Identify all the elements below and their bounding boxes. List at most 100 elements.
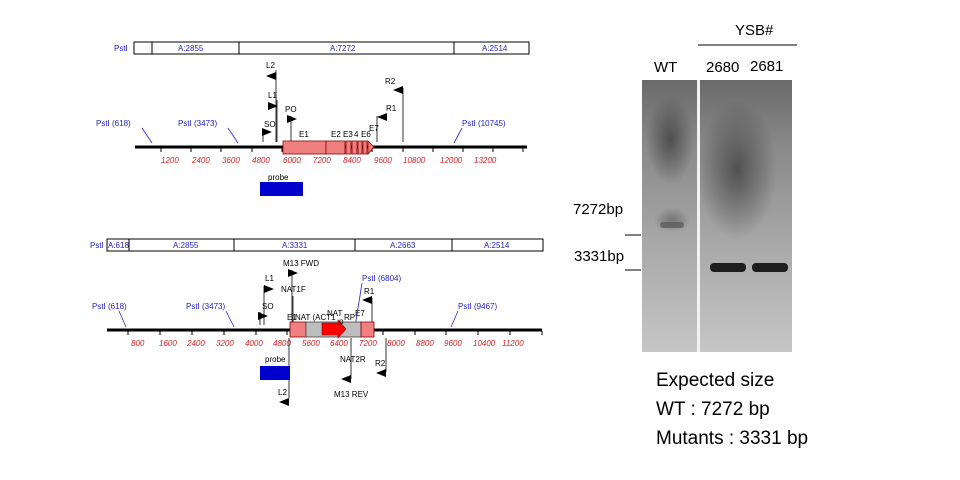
lane-label-2681: 2681 (750, 58, 784, 75)
exon-label: E3 (343, 130, 353, 139)
map2-tick-label: 800 (131, 339, 145, 348)
restriction-site-label: PstI (6804) (362, 274, 401, 283)
primer-label: PO (285, 105, 297, 114)
wt-band (660, 222, 684, 228)
map2-tick-label: 8000 (387, 339, 405, 348)
restriction-site-label: PstI (10745) (462, 119, 506, 128)
primer-label: L1 (268, 91, 277, 100)
primer-label: SO (262, 302, 274, 311)
map1-segment-label: A:7272 (330, 44, 356, 53)
map2-segment-label: A:2855 (173, 241, 199, 250)
map1-segment-label: A:2855 (178, 44, 204, 53)
map1-tick-label: 10800 (403, 156, 426, 165)
primer-label: R1 (364, 287, 375, 296)
map1-fragment-bar: PstI A:2855 A:7272 A:2514 (114, 41, 530, 55)
map2-tick-label: 11200 (502, 339, 524, 348)
exon-label: E1 (299, 130, 309, 139)
restriction-site-label: PstI (9467) (458, 302, 497, 311)
primer-label: L1 (265, 274, 274, 283)
map2-primers-top: M13 FWD NAT1F L1 SO R1 E7 (258, 259, 375, 325)
map1-tick-label: 7200 (313, 156, 331, 165)
primer-label: L2 (266, 61, 275, 70)
map2-sites: PstI (618) PstI (3473) PstI (6804) PstI … (92, 274, 497, 328)
exon-label: 4 (354, 130, 359, 139)
restriction-site-label: PstI (3473) (178, 119, 217, 128)
map2-tick-label: 2400 (186, 339, 205, 348)
map2-tick-label: 9600 (444, 339, 462, 348)
map1-tick-label: 2400 (191, 156, 210, 165)
map1-probe: probe (260, 173, 303, 196)
nat-arrow (321, 319, 347, 339)
primer-label: M13 FWD (283, 259, 319, 268)
primer-label: R2 (385, 77, 396, 86)
restriction-site-label: PstI (618) (92, 302, 127, 311)
primer-label: NAT1F (281, 285, 306, 294)
exon-label: E1 (287, 313, 297, 322)
blot-image (642, 80, 792, 352)
map2-tick-label: 1600 (159, 339, 177, 348)
lane-label-wt: WT (654, 59, 678, 76)
map2-probe: probe (260, 355, 290, 380)
map1-sites: PstI (618) PstI (3473) PstI (10745) (96, 119, 506, 144)
map2-tick-label: 4800 (273, 339, 291, 348)
map1-segment-label: A:2514 (482, 44, 508, 53)
restriction-site-label: PstI (3473) (186, 302, 225, 311)
map1-segment-label: PstI (114, 44, 128, 53)
map2-tick-label: 6400 (330, 339, 348, 348)
primer-label: NAT2R (340, 355, 366, 364)
map2-segment-label: A:618 (108, 241, 129, 250)
cassette-label: RP (344, 313, 355, 322)
map1-tick-label: 4800 (252, 156, 270, 165)
marker-3331: 3331bp (574, 248, 625, 265)
expected-wt: WT : 7272 bp (656, 399, 770, 420)
map2-segment-label: PstI (90, 241, 104, 250)
map1-tick-label: 3600 (222, 156, 240, 165)
map1-tick-label: 12000 (440, 156, 463, 165)
restriction-maps: PstI A:2855 A:7272 A:2514 L2 L1 PO SO R2… (90, 41, 544, 406)
probe-label: probe (265, 355, 286, 364)
primer-label: L2 (278, 388, 287, 397)
expected-title: Expected size (656, 370, 775, 391)
probe-label: probe (268, 173, 289, 182)
map2-primers-bottom: NAT2R R2 M13 REV L2 (278, 338, 387, 406)
lane-label-2680: 2680 (706, 59, 740, 76)
map2-segment-label: A:2663 (390, 241, 416, 250)
marker-7272: 7272bp (573, 201, 624, 218)
map1-tick-label: 8400 (343, 156, 361, 165)
map2-tick-label: 8800 (416, 339, 434, 348)
map2-tick-label: 5600 (302, 339, 320, 348)
map2-ticks: 800 1600 2400 3200 4000 4800 5600 6400 7… (127, 331, 543, 348)
blot-splice-line (697, 80, 700, 352)
probe-box (260, 366, 290, 380)
primer-label: R1 (386, 104, 397, 113)
map1-tick-label: 13200 (474, 156, 497, 165)
exon-label: E7 (369, 124, 379, 133)
map1-gene: E1 E2 E3 4 E6 E7 (282, 124, 379, 156)
primer-label: M13 REV (334, 390, 369, 399)
map1-ticks: 1200 2400 3600 4800 6000 7200 8400 9600 … (160, 148, 524, 165)
restriction-site-label: PstI (618) (96, 119, 131, 128)
map2-segment-label: A:2514 (484, 241, 510, 250)
map2-tick-label: 10400 (473, 339, 496, 348)
map2-nat-cassette: E1 NAT (ACT1 NAT RP p (287, 309, 375, 339)
cassette-label: p (339, 317, 344, 326)
exon-label: E2 (331, 130, 341, 139)
cassette-label: NAT (327, 309, 343, 318)
map2-tick-label: 4000 (245, 339, 263, 348)
exon-label: E6 (361, 130, 371, 139)
probe-box (260, 182, 303, 196)
map2-fragment-bar: PstI A:618 A:2855 A:3331 A:2663 A:2514 (90, 238, 544, 252)
map1-tick-label: 9600 (374, 156, 392, 165)
primer-label: R2 (375, 359, 386, 368)
primer-label: SO (264, 120, 276, 129)
map1-tick-label: 1200 (161, 156, 179, 165)
exon-label: E7 (355, 309, 365, 318)
map1-primers: L2 L1 PO SO R2 R1 (262, 61, 404, 142)
mutant-band-2681 (752, 263, 788, 272)
map2-segment-label: A:3331 (282, 241, 308, 250)
expected-mutants: Mutants : 3331 bp (656, 428, 809, 449)
strain-group-label: YSB# (735, 22, 774, 39)
map2-tick-label: 3200 (216, 339, 234, 348)
